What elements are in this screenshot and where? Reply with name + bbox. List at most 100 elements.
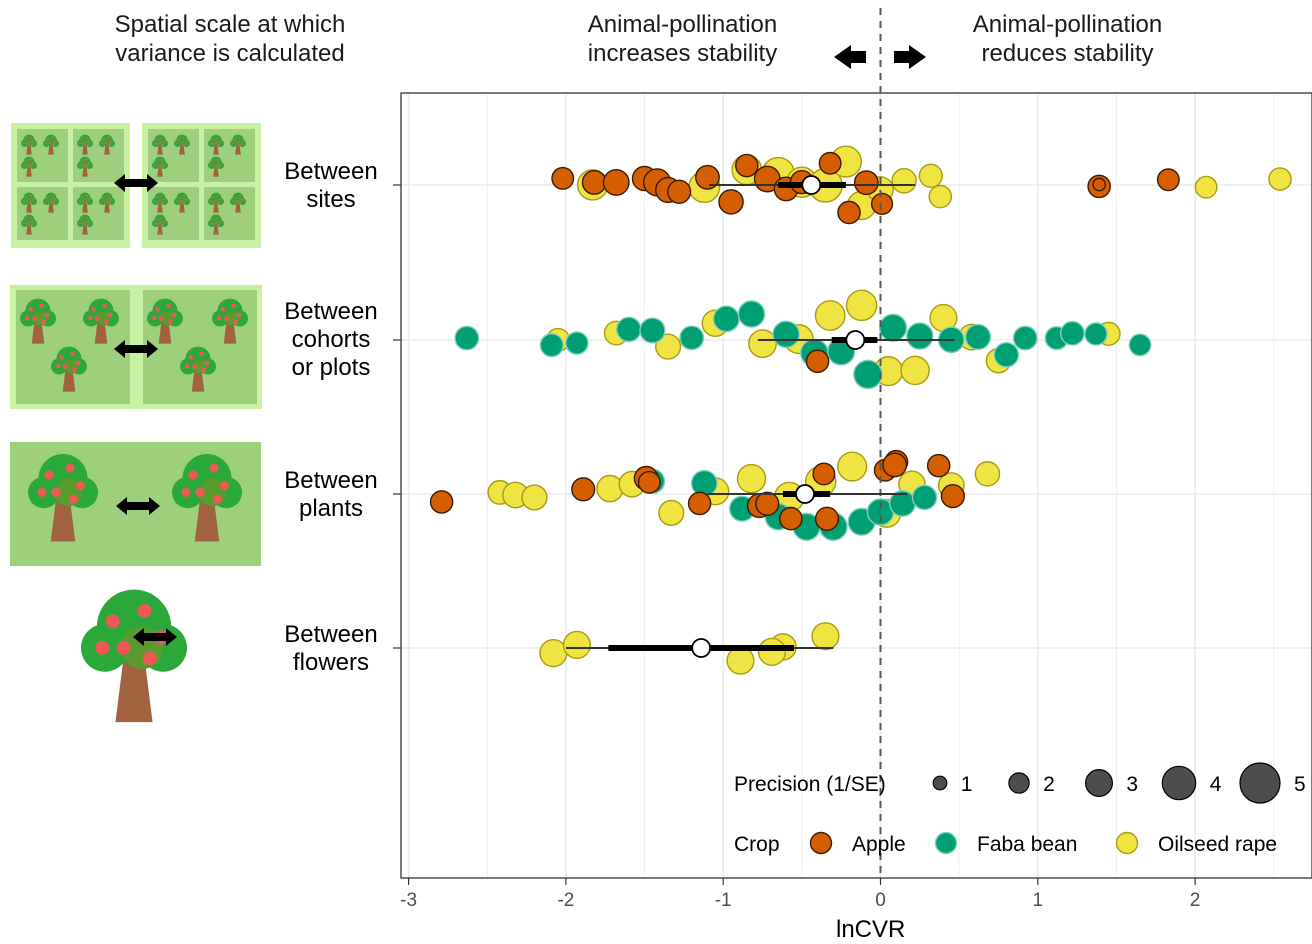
apple-fruit bbox=[160, 194, 163, 197]
data-point-oilseed-rape bbox=[658, 499, 685, 527]
header-increases-stability: Animal-pollination increases stability bbox=[545, 10, 820, 68]
data-point-oilseed-rape bbox=[837, 451, 868, 482]
apple-fruit bbox=[166, 303, 171, 309]
apple-fruit bbox=[181, 487, 191, 498]
double-arrow-icon bbox=[114, 340, 158, 358]
apple-fruit bbox=[219, 480, 230, 491]
data-point-faba-bean bbox=[1012, 325, 1038, 351]
apple-fruit bbox=[233, 319, 238, 325]
plot-panel bbox=[401, 93, 1312, 878]
data-point-oilseed-rape bbox=[845, 289, 878, 322]
apple-fruit bbox=[218, 220, 222, 223]
data-point-faba-bean bbox=[616, 316, 642, 343]
apple-fruit bbox=[24, 196, 27, 199]
apple-fruit bbox=[80, 196, 83, 199]
apple-fruit bbox=[26, 200, 29, 203]
data-point-oilseed-rape bbox=[748, 329, 777, 359]
data-point-apple bbox=[870, 192, 894, 215]
mini-tree-icon bbox=[77, 134, 93, 155]
apple-fruit bbox=[160, 136, 163, 139]
apple-fruit bbox=[240, 140, 244, 143]
apple-fruit bbox=[211, 138, 214, 141]
apple-fruit bbox=[31, 140, 35, 143]
data-point-faba-bean bbox=[993, 341, 1020, 368]
apple-fruit bbox=[157, 164, 160, 167]
mini-tree-icon bbox=[21, 134, 37, 155]
data-point-apple bbox=[818, 151, 842, 175]
apple-fruit bbox=[161, 143, 164, 147]
apple-fruit bbox=[85, 216, 88, 219]
apple-fruit bbox=[101, 200, 104, 203]
apple-fruit bbox=[216, 316, 222, 321]
row-label-flowers-line-1: Between bbox=[284, 621, 378, 648]
apple-fruit bbox=[79, 200, 82, 203]
data-point-apple bbox=[812, 462, 836, 486]
trunk bbox=[26, 167, 32, 177]
apple-fruit bbox=[30, 143, 33, 147]
apple-fruit bbox=[63, 364, 68, 369]
mean-estimate-point bbox=[845, 330, 866, 350]
apple-fruit bbox=[44, 312, 50, 318]
row-label-cohorts-line-1: Between bbox=[284, 298, 378, 325]
trunk bbox=[82, 167, 88, 177]
apple-fruit bbox=[37, 487, 47, 498]
apple-fruit bbox=[176, 200, 179, 203]
apple-fruit bbox=[137, 603, 152, 618]
x-tick-label: 0 bbox=[875, 890, 886, 911]
apple-fruit bbox=[240, 198, 244, 201]
apple-fruit bbox=[177, 196, 180, 199]
data-point-apple bbox=[779, 506, 803, 531]
apple-fruit bbox=[30, 223, 33, 227]
data-point-oilseed-rape bbox=[900, 355, 930, 386]
header-reduces-line-1: Animal-pollination bbox=[972, 11, 1163, 38]
paired-plots-icon bbox=[10, 285, 262, 409]
apple-fruit bbox=[195, 487, 205, 498]
apple-fruit bbox=[39, 303, 44, 309]
apple-fruit bbox=[151, 316, 157, 321]
apple-fruit bbox=[116, 641, 131, 655]
apple-fruit bbox=[75, 360, 81, 366]
legend-size-key bbox=[1239, 762, 1281, 804]
apple-fruit bbox=[80, 138, 83, 141]
apple-fruit bbox=[86, 143, 89, 147]
data-point-apple bbox=[1156, 168, 1180, 192]
mini-tree-icon bbox=[208, 214, 224, 235]
data-point-faba-bean bbox=[911, 484, 938, 511]
mini-tree-icon bbox=[152, 134, 168, 155]
data-point-apple bbox=[695, 164, 720, 190]
data-point-oilseed-rape bbox=[891, 168, 917, 194]
mini-tree-icon bbox=[43, 192, 59, 213]
plot-tree-icon bbox=[180, 346, 216, 392]
data-point-faba-bean bbox=[853, 359, 883, 390]
mini-tree-icon bbox=[99, 134, 115, 155]
trunk bbox=[191, 370, 205, 392]
apple-fruit bbox=[79, 142, 82, 145]
apple-fruit bbox=[211, 218, 214, 221]
trunk bbox=[213, 203, 219, 213]
apple-fruit bbox=[29, 194, 32, 197]
apple-fruit bbox=[177, 138, 180, 141]
plot-tree-icon bbox=[147, 298, 183, 344]
data-point-oilseed-rape bbox=[596, 474, 624, 503]
data-point-faba-bean bbox=[1128, 333, 1152, 357]
apple-fruit bbox=[168, 319, 173, 325]
row-label-plants-line-1: Between bbox=[284, 467, 378, 494]
data-point-faba-bean bbox=[737, 300, 766, 328]
x-tick-label: -2 bbox=[557, 890, 574, 911]
apple-fruit bbox=[51, 487, 61, 498]
data-point-apple bbox=[882, 452, 908, 478]
apple-fruit bbox=[155, 138, 158, 141]
mini-tree-icon bbox=[77, 192, 93, 213]
apple-fruit bbox=[161, 165, 164, 169]
apple-tree-icon bbox=[172, 454, 242, 542]
apple-fruit bbox=[80, 218, 83, 221]
apple-fruit bbox=[204, 360, 210, 366]
mini-tree-icon bbox=[230, 192, 246, 213]
apple-fruit bbox=[52, 143, 55, 147]
apple-fruit bbox=[53, 140, 57, 143]
data-point-faba-bean bbox=[454, 325, 480, 351]
data-point-oilseed-rape bbox=[928, 184, 953, 209]
apple-fruit bbox=[238, 194, 241, 197]
x-axis-title: lnCVR bbox=[836, 916, 906, 943]
apple-fruit bbox=[91, 307, 97, 312]
